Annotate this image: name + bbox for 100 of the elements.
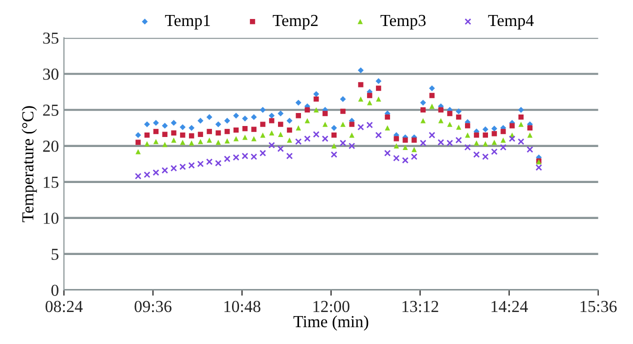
point (198, 138, 204, 144)
point (304, 135, 311, 142)
point (197, 160, 204, 168)
point (429, 85, 435, 92)
point (322, 135, 328, 142)
point (260, 150, 266, 156)
y-tick-label: 30 (43, 68, 58, 80)
point (367, 100, 372, 106)
point (250, 153, 258, 160)
point (134, 172, 142, 180)
point (232, 154, 240, 161)
legend-label: Temp3 (380, 14, 426, 30)
y-tick-label: 5 (52, 248, 58, 260)
point (171, 138, 176, 143)
point (313, 91, 320, 97)
legend-label: Temp4 (488, 14, 534, 30)
point (500, 128, 506, 134)
point (144, 132, 150, 138)
point (278, 110, 284, 116)
point (242, 152, 248, 160)
x-tick-label: 12:00 (314, 300, 350, 312)
point (536, 164, 542, 171)
point (394, 136, 399, 142)
point (268, 142, 275, 148)
y-axis-title: Temperature (°C) (22, 106, 37, 222)
point (349, 122, 354, 127)
point (216, 140, 221, 145)
point (348, 142, 356, 150)
point (384, 150, 391, 156)
point (242, 126, 248, 132)
point (224, 138, 230, 144)
point (206, 114, 212, 120)
point (162, 132, 168, 137)
point (393, 154, 400, 162)
y-tick-label: 20 (43, 140, 58, 152)
point (314, 107, 319, 112)
point (242, 134, 248, 140)
point (180, 140, 186, 145)
point (358, 82, 364, 88)
point (206, 158, 213, 166)
point (438, 139, 444, 146)
point (412, 146, 417, 152)
point (376, 86, 382, 91)
point (447, 110, 452, 116)
point (180, 124, 186, 130)
point (314, 96, 319, 102)
point (152, 120, 159, 126)
point (260, 132, 266, 138)
legend-label: Temp1 (165, 14, 210, 30)
y-tick-label: 25 (43, 104, 58, 116)
point (376, 78, 382, 84)
point (357, 124, 364, 130)
point (508, 135, 516, 142)
point (527, 125, 533, 130)
point (278, 122, 284, 127)
point (188, 140, 194, 146)
point (304, 118, 310, 124)
point (251, 126, 256, 132)
point (464, 144, 471, 151)
point (456, 124, 462, 130)
point (269, 118, 274, 124)
point (286, 152, 293, 160)
point (136, 149, 141, 154)
point (188, 124, 195, 131)
point (251, 136, 256, 142)
point (153, 138, 159, 144)
y-tick-label: 0 (51, 284, 58, 296)
point (491, 126, 498, 132)
x-tick-label: 13:12 (402, 300, 438, 312)
point (180, 132, 186, 138)
point (518, 114, 524, 120)
point (456, 114, 462, 120)
point (394, 143, 399, 149)
point (286, 127, 292, 133)
point (455, 136, 462, 144)
point (295, 138, 302, 145)
point (162, 122, 168, 129)
point (250, 114, 257, 120)
point (233, 112, 240, 119)
point (367, 92, 372, 98)
point (170, 164, 178, 172)
point (162, 142, 168, 148)
point (474, 132, 480, 138)
point (224, 128, 230, 134)
point (526, 146, 534, 153)
point (438, 107, 444, 112)
point (233, 127, 239, 133)
point (492, 131, 497, 136)
point (402, 157, 409, 164)
point (304, 107, 310, 112)
y-tick-label: 35 (43, 32, 58, 44)
point (144, 121, 150, 128)
point (429, 104, 435, 109)
point (527, 132, 533, 138)
point (144, 141, 150, 146)
point (144, 171, 150, 178)
point (216, 130, 221, 136)
point (420, 100, 426, 106)
point (296, 113, 302, 118)
point (331, 132, 337, 138)
